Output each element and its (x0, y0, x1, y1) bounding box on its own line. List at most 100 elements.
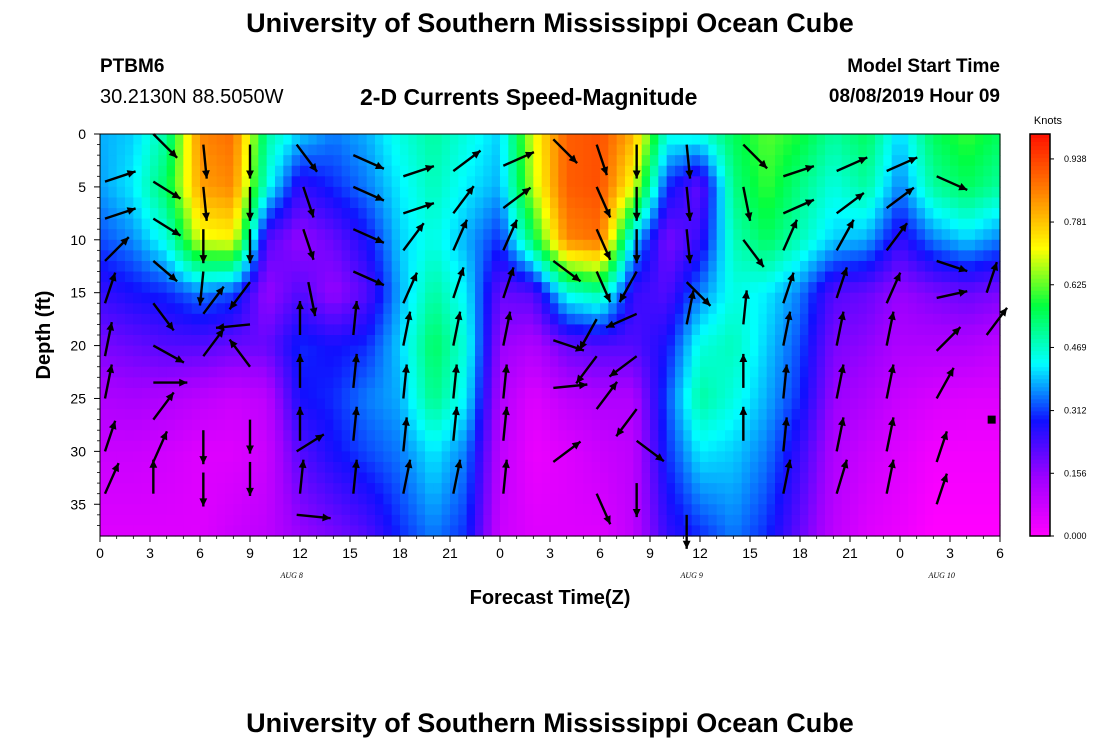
heatmap-cell (241, 345, 251, 357)
heatmap-cell (266, 514, 276, 527)
heatmap-cell (366, 218, 376, 230)
heatmap-cell (375, 165, 384, 177)
heatmap-cell (850, 197, 859, 209)
heatmap-cell (400, 229, 409, 241)
heatmap-cell (308, 144, 318, 156)
heatmap-cell (583, 250, 593, 262)
heatmap-cell (633, 282, 643, 294)
heatmap-cell (925, 525, 934, 537)
heatmap-cell (633, 313, 643, 326)
heatmap-cell (533, 483, 543, 495)
colorbar-segment (1030, 351, 1050, 356)
heatmap-cell (691, 271, 701, 283)
heatmap-cell (291, 504, 301, 516)
heatmap-cell (483, 282, 493, 294)
heatmap-cell (866, 335, 876, 347)
heatmap-cell (525, 440, 534, 452)
heatmap-cell (916, 419, 926, 431)
heatmap-cell (966, 356, 976, 368)
current-vector (935, 473, 949, 505)
heatmap-cell (900, 218, 909, 230)
heatmap-cell (516, 493, 526, 505)
heatmap-cell (966, 504, 976, 516)
heatmap-cell (850, 366, 859, 378)
heatmap-cell (691, 165, 701, 177)
heatmap-cell (591, 356, 601, 368)
heatmap-cell (275, 260, 284, 273)
heatmap-cell (975, 398, 984, 410)
heatmap-cell (791, 514, 801, 527)
heatmap-cell (908, 250, 918, 262)
heatmap-cell (600, 472, 609, 484)
heatmap-cell (433, 493, 443, 505)
heatmap-cell (675, 229, 684, 241)
heatmap-cell (791, 134, 801, 146)
heatmap-cell (191, 377, 201, 389)
current-vector (452, 266, 465, 299)
heatmap-cell (308, 335, 318, 347)
heatmap-cell (950, 155, 959, 167)
heatmap-cell (275, 525, 284, 537)
heatmap-cell (233, 155, 243, 167)
heatmap-cell (108, 493, 118, 505)
heatmap-cell (150, 292, 159, 304)
heatmap-cell (166, 472, 176, 484)
heatmap-cell (225, 313, 234, 326)
heatmap-cell (816, 345, 826, 357)
heatmap-cell (691, 398, 701, 410)
heatmap-cell (958, 451, 968, 463)
heatmap-cell (700, 155, 709, 167)
heatmap-cell (350, 493, 359, 505)
colorbar-segment (1030, 230, 1050, 236)
heatmap-cell (791, 483, 801, 495)
heatmap-cell (708, 303, 718, 315)
colorbar-segment (1030, 451, 1050, 457)
heatmap-cell (875, 398, 884, 410)
heatmap-cell (450, 186, 459, 199)
heatmap-cell (133, 134, 143, 146)
heatmap-cell (850, 208, 859, 220)
heatmap-cell (300, 409, 309, 421)
heatmap-cell (558, 409, 568, 421)
heatmap-cell (733, 366, 743, 378)
heatmap-cell (141, 292, 151, 304)
heatmap-cell (475, 461, 484, 474)
heatmap-cell (466, 398, 476, 410)
heatmap-cell (916, 440, 926, 452)
heatmap-cell (816, 356, 826, 368)
heatmap-cell (500, 186, 509, 199)
heatmap-cell (466, 313, 476, 326)
heatmap-cell (900, 493, 909, 505)
heatmap-cell (183, 356, 193, 368)
heatmap-cell (441, 165, 451, 177)
heatmap-cell (658, 292, 668, 304)
heatmap-cell (491, 483, 501, 495)
heatmap-cell (950, 514, 959, 527)
heatmap-cell (141, 260, 151, 273)
heatmap-cell (441, 472, 451, 484)
heatmap-cell (250, 218, 259, 230)
heatmap-cell (891, 356, 901, 368)
heatmap-cell (583, 345, 593, 357)
heatmap-cell (433, 324, 443, 336)
heatmap-cell (783, 165, 793, 177)
heatmap-cell (125, 419, 134, 431)
heatmap-cell (641, 366, 651, 378)
heatmap-cell (883, 409, 893, 421)
heatmap-cell (708, 134, 718, 146)
heatmap-cell (533, 260, 543, 273)
heatmap-cell (825, 165, 834, 177)
heatmap-cell (275, 409, 284, 421)
heatmap-cell (583, 525, 593, 537)
current-vector (104, 207, 136, 220)
heatmap-cell (233, 176, 243, 188)
heatmap-cell (983, 324, 993, 336)
heatmap-cell (150, 197, 159, 209)
heatmap-cell (575, 144, 584, 156)
heatmap-cell (708, 271, 718, 283)
heatmap-cell (975, 356, 984, 368)
current-vector (782, 459, 793, 494)
heatmap-cell (708, 176, 718, 188)
current-vector (228, 281, 251, 311)
heatmap-cell (975, 419, 984, 431)
